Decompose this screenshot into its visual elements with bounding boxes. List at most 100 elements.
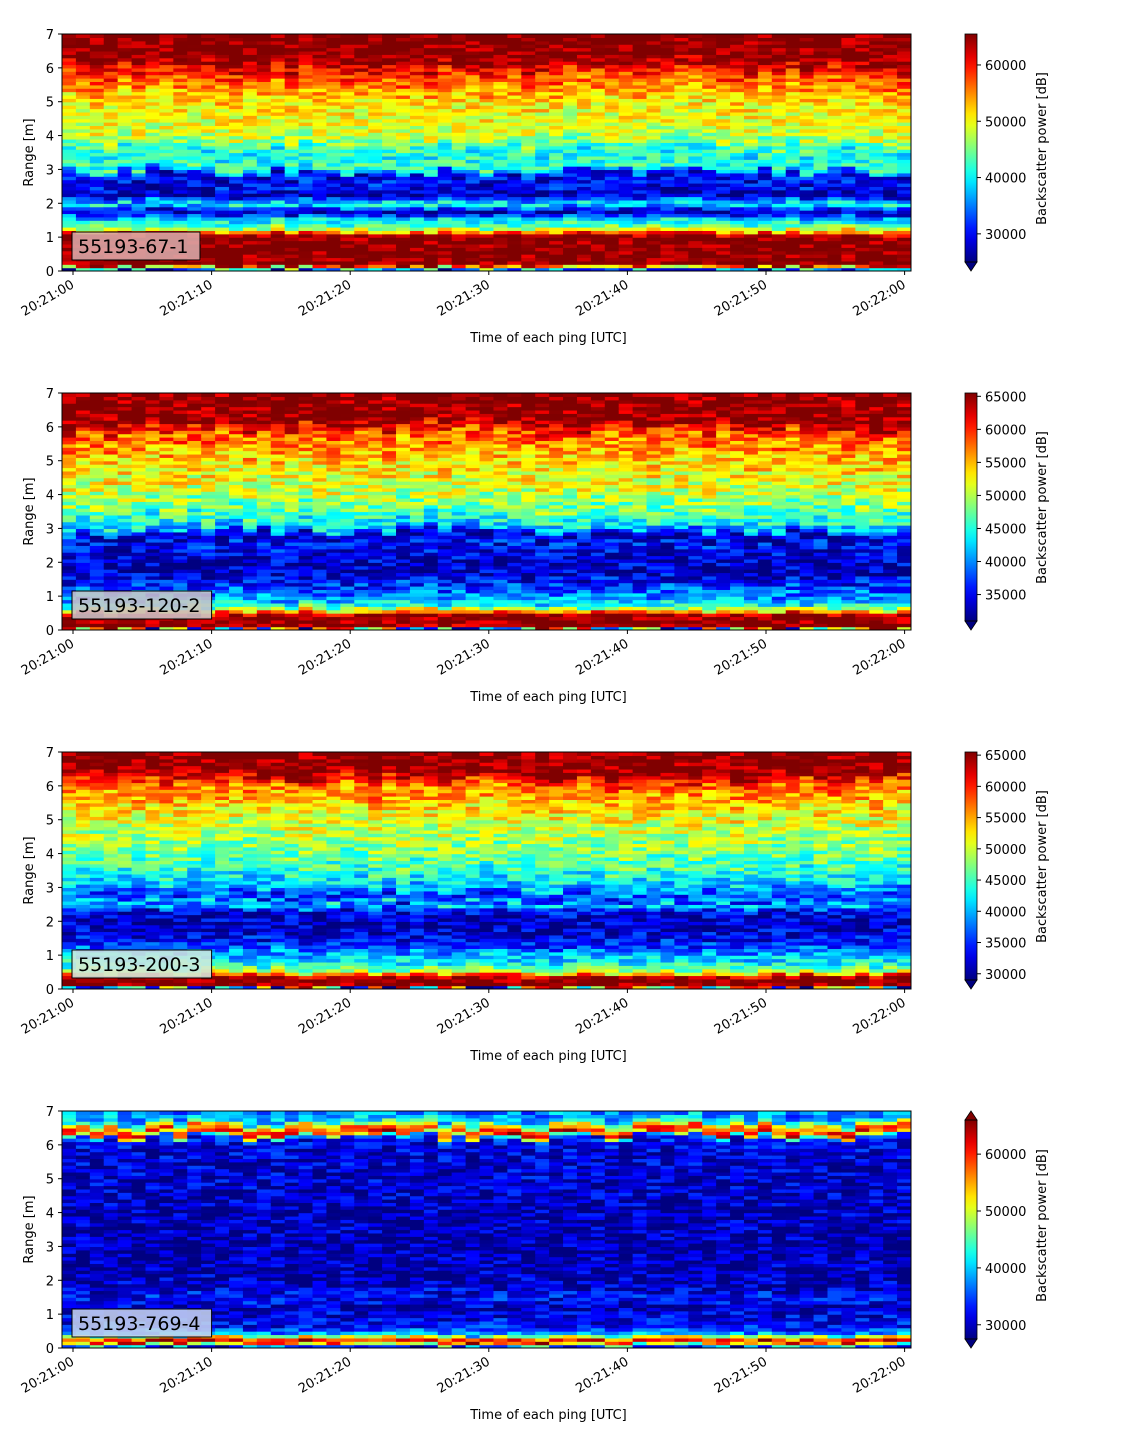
heatmap-cell (813, 135, 829, 140)
heatmap-cell (131, 98, 147, 103)
heatmap-cell (897, 71, 911, 76)
heatmap-cell (396, 34, 411, 38)
heatmap-cell (702, 132, 717, 137)
heatmap-cell (549, 57, 564, 62)
heatmap-cell (869, 179, 884, 184)
heatmap-cell (117, 393, 133, 397)
heatmap-cell (702, 199, 717, 204)
heatmap-cell (229, 94, 244, 99)
heatmap-cell (75, 149, 91, 154)
heatmap-cell (827, 84, 843, 89)
heatmap-cell (159, 220, 174, 225)
heatmap-cell (604, 105, 620, 110)
heatmap-cell (312, 74, 328, 79)
heatmap-cell (62, 572, 77, 577)
heatmap-cell (897, 40, 911, 45)
heatmap-cell (201, 186, 216, 191)
heatmap-cell (716, 240, 731, 245)
heatmap-cell (340, 240, 355, 245)
heatmap-cell (437, 233, 453, 238)
heatmap-cell (298, 152, 314, 157)
heatmap-cell (298, 34, 314, 38)
heatmap-cell (284, 88, 300, 93)
heatmap-cell (89, 176, 105, 181)
heatmap-cell (855, 162, 870, 167)
heatmap-cell (423, 84, 439, 89)
heatmap-cell (521, 57, 536, 62)
heatmap-cell (507, 199, 522, 204)
heatmap-cell (173, 67, 188, 72)
heatmap-cell (173, 206, 188, 211)
heatmap-cell (855, 138, 870, 143)
heatmap-cell (62, 237, 77, 242)
heatmap-cell (563, 264, 578, 269)
heatmap-cell (883, 118, 898, 123)
heatmap-cell (215, 216, 230, 221)
heatmap-cell (298, 71, 314, 76)
heatmap-cell (326, 128, 341, 133)
heatmap-cell (298, 64, 314, 69)
heatmap-cell (173, 145, 188, 150)
heatmap-cell (549, 40, 564, 45)
heatmap-cell (618, 169, 634, 174)
heatmap-cell (437, 243, 453, 248)
heatmap-cell (771, 250, 787, 255)
heatmap-cell (145, 464, 161, 469)
heatmap-cell (382, 50, 397, 55)
heatmap-cell (423, 189, 439, 194)
heatmap-cell (576, 50, 592, 55)
heatmap-cell (576, 67, 592, 72)
heatmap-cell (688, 166, 703, 171)
heatmap-cell (354, 267, 369, 271)
heatmap-cell (75, 91, 91, 96)
heatmap-cell (841, 105, 856, 110)
heatmap-cell (312, 162, 328, 167)
heatmap-cell (451, 264, 467, 269)
heatmap-cell (535, 135, 550, 140)
heatmap-cell (340, 169, 355, 174)
heatmap-cell (646, 199, 662, 204)
heatmap-cell (409, 186, 425, 191)
heatmap-cell (799, 196, 815, 201)
heatmap-cell (131, 504, 147, 509)
heatmap-cell (549, 88, 564, 93)
heatmap-cell (479, 44, 495, 49)
heatmap-cell (396, 71, 411, 76)
heatmap-cell (549, 240, 564, 245)
heatmap-cell (785, 118, 801, 123)
heatmap-cell (813, 111, 829, 116)
heatmap-cell (674, 247, 689, 252)
heatmap-cell (354, 88, 369, 93)
heatmap-cell (771, 84, 787, 89)
heatmap-cell (813, 118, 829, 123)
heatmap-cell (117, 226, 133, 231)
heatmap-cell (576, 145, 592, 150)
heatmap-cell (173, 101, 188, 106)
heatmap-cell (813, 138, 829, 143)
heatmap-cell (883, 176, 898, 181)
heatmap-cell (75, 464, 91, 469)
heatmap-cell (632, 264, 648, 269)
heatmap-cell (173, 552, 188, 557)
heatmap-cell (576, 135, 592, 140)
heatmap-cell (62, 481, 77, 486)
heatmap-cell (187, 74, 202, 79)
heatmap-cell (576, 44, 592, 49)
heatmap-cell (131, 47, 147, 52)
heatmap-cell (423, 230, 439, 235)
heatmap-cell (173, 152, 188, 157)
heatmap-cell (159, 491, 174, 496)
heatmap-cell (103, 443, 119, 448)
heatmap-cell (215, 145, 230, 150)
heatmap-cell (187, 91, 202, 96)
heatmap-cell (604, 189, 620, 194)
heatmap-cell (757, 71, 773, 76)
heatmap-cell (382, 247, 397, 252)
heatmap-cell (131, 213, 147, 218)
heatmap-cell (89, 220, 105, 225)
heatmap-cell (716, 105, 731, 110)
heatmap-cell (841, 179, 856, 184)
heatmap-cell (841, 108, 856, 113)
heatmap-cell (841, 64, 856, 69)
heatmap-cell (813, 44, 829, 49)
